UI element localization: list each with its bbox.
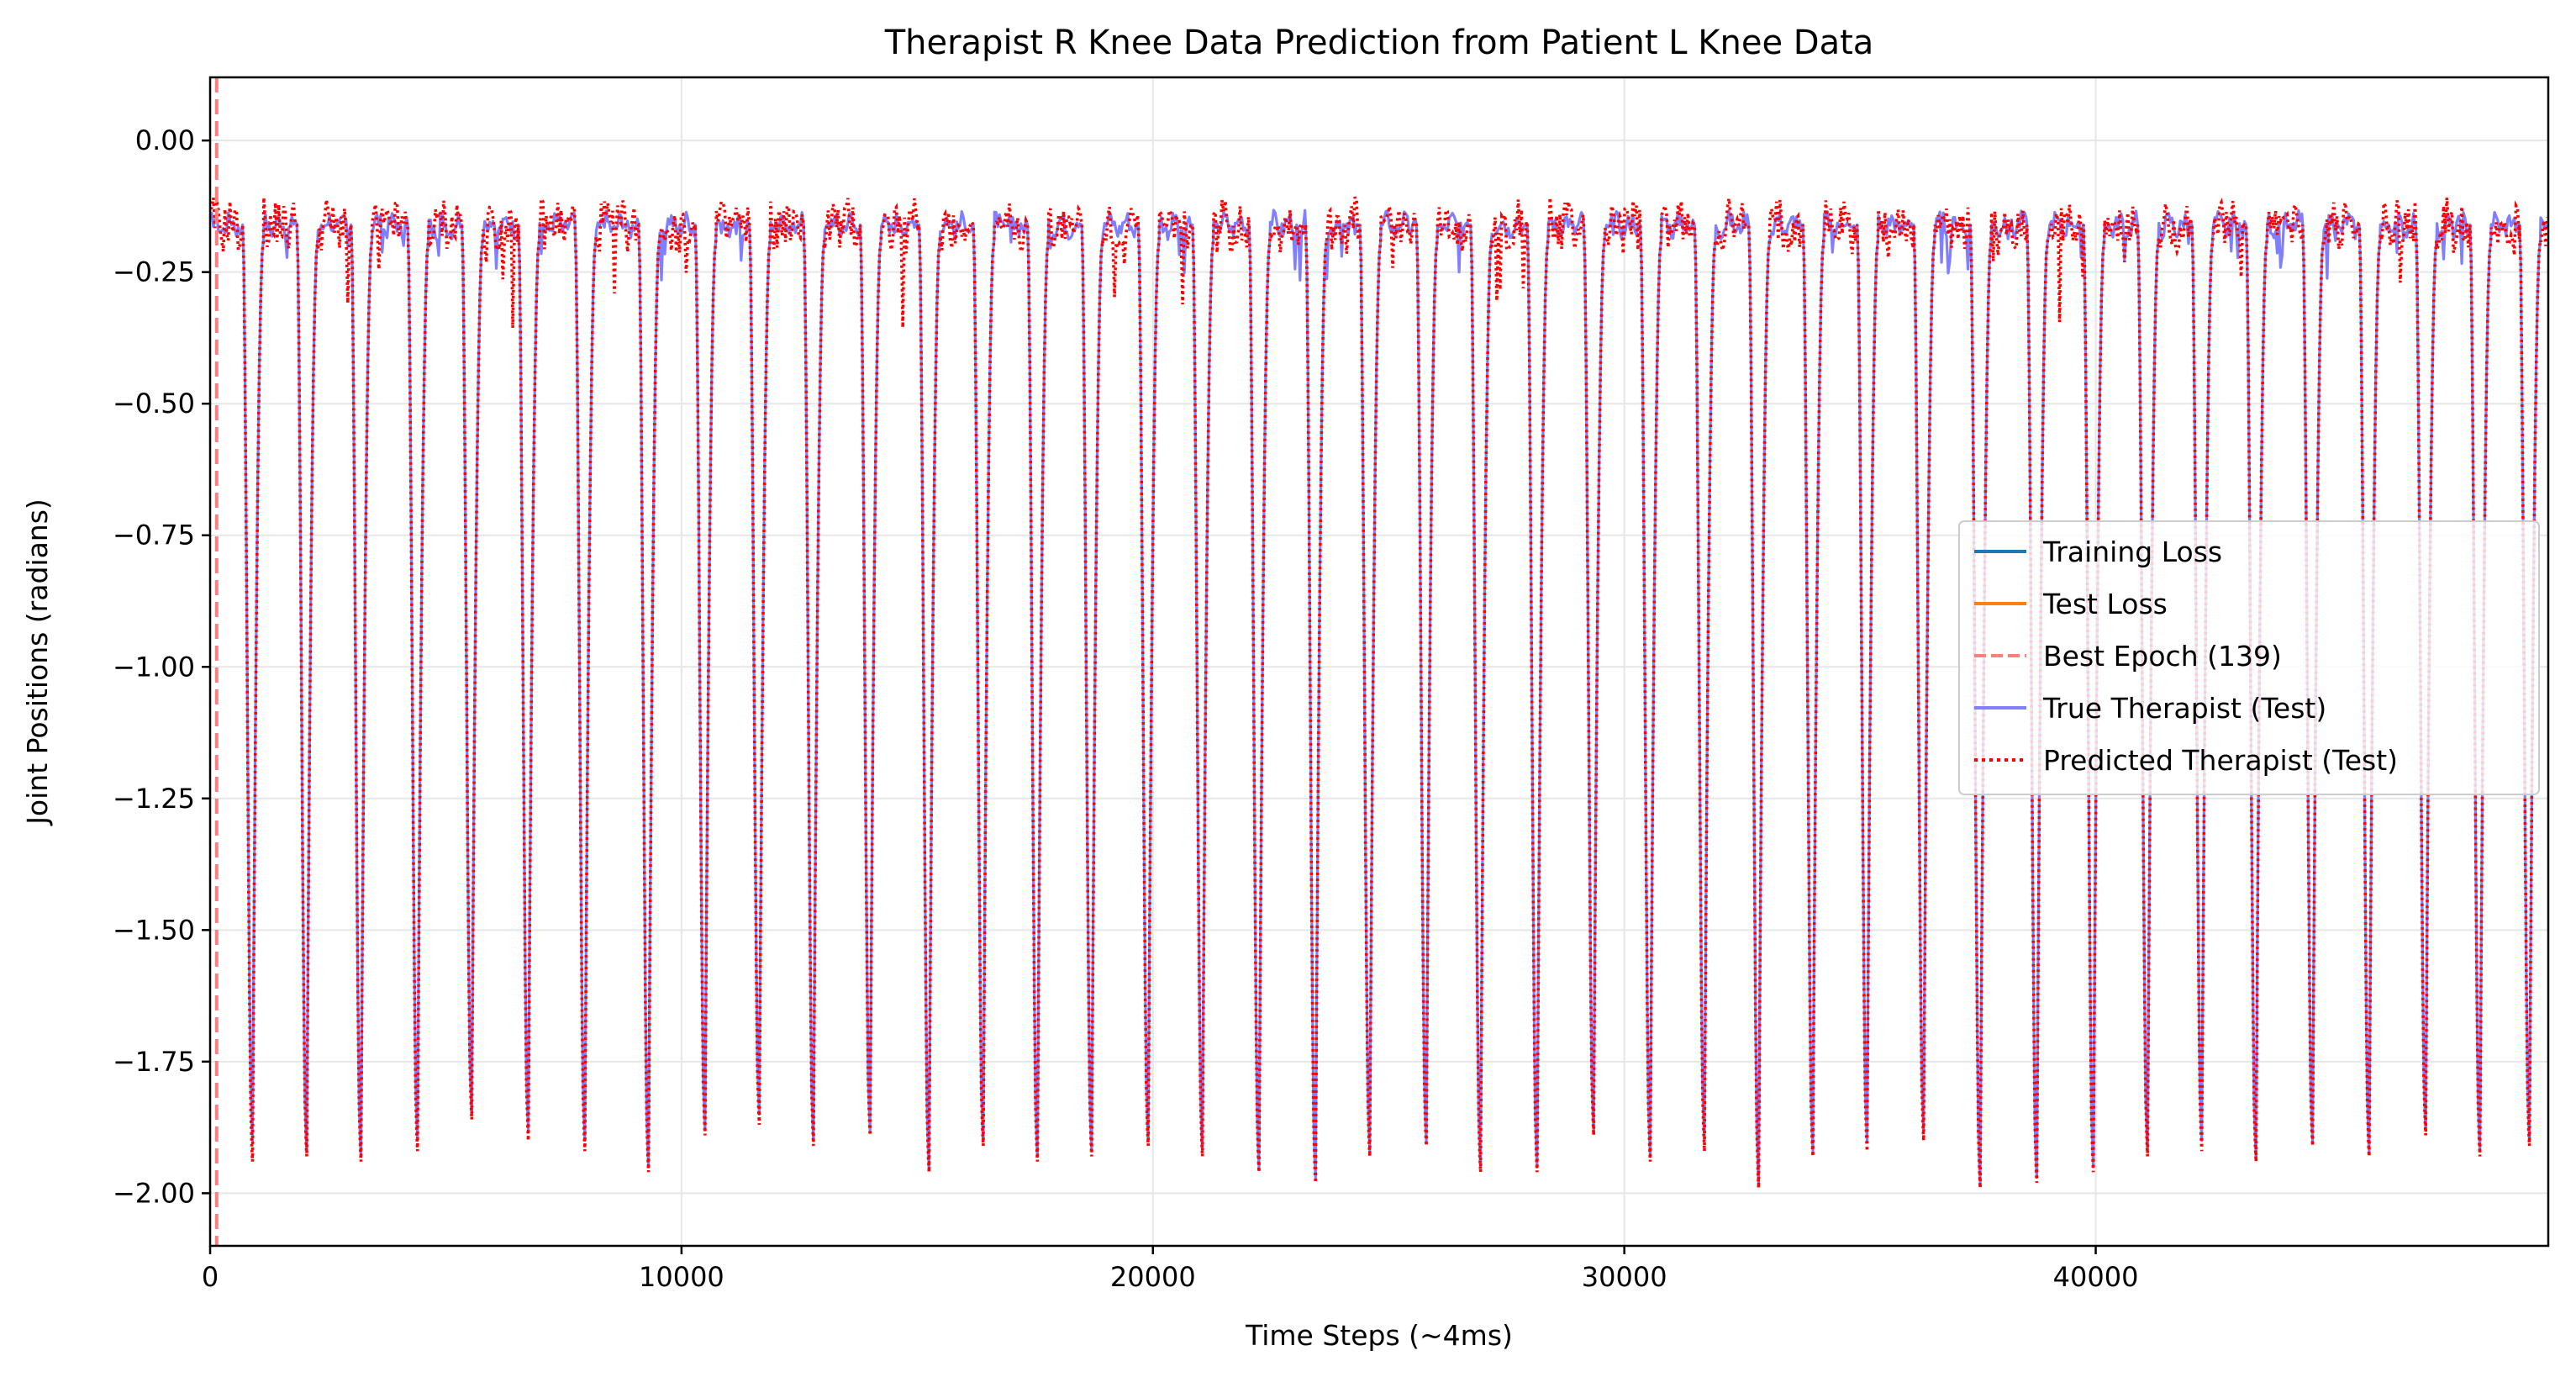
x-axis-ticks: 0 10000 20000 30000 40000 (202, 1246, 2139, 1293)
x-tick-label: 40000 (2053, 1261, 2139, 1293)
y-tick-label: −0.50 (113, 388, 195, 419)
y-tick-label: −1.50 (113, 914, 195, 946)
y-tick-label: −0.25 (113, 256, 195, 288)
legend-label: Best Epoch (139) (2043, 640, 2282, 673)
x-tick-label: 20000 (1110, 1261, 1196, 1293)
y-tick-label: −1.75 (113, 1046, 195, 1078)
x-tick-label: 30000 (1582, 1261, 1667, 1293)
y-tick-label: −1.25 (113, 783, 195, 815)
y-axis-ticks: 0.00 −0.25 −0.50 −0.75 −1.00 −1.25 −1.50 −1.75 −… (113, 124, 210, 1209)
legend: Training Loss Test Loss Best Epoch (139) Tr… (1958, 520, 2540, 795)
legend-label: Test Loss (2042, 588, 2168, 620)
y-tick-label: −1.00 (113, 651, 195, 683)
y-tick-label: −0.75 (113, 520, 195, 551)
chart-title: Therapist R Knee Data Prediction from Pa… (884, 24, 1874, 62)
legend-box (1958, 520, 2540, 795)
x-axis-label: Time Steps (~4ms) (1245, 1319, 1513, 1352)
series-layer (210, 193, 2548, 1189)
x-tick-label: 0 (202, 1261, 219, 1293)
x-tick-label: 10000 (639, 1261, 724, 1293)
legend-label: Predicted Therapist (Test) (2043, 744, 2398, 777)
y-tick-label: 0.00 (135, 124, 195, 156)
legend-label: Training Loss (2042, 536, 2222, 568)
legend-label: True Therapist (Test) (2042, 692, 2326, 725)
series-line-true-therapist (210, 208, 2548, 1184)
y-tick-label: −2.00 (113, 1177, 195, 1209)
plot-frame (208, 76, 2550, 1248)
y-axis-label: Joint Positions (radians) (21, 499, 54, 826)
series-line-predicted-therapist (210, 193, 2548, 1189)
